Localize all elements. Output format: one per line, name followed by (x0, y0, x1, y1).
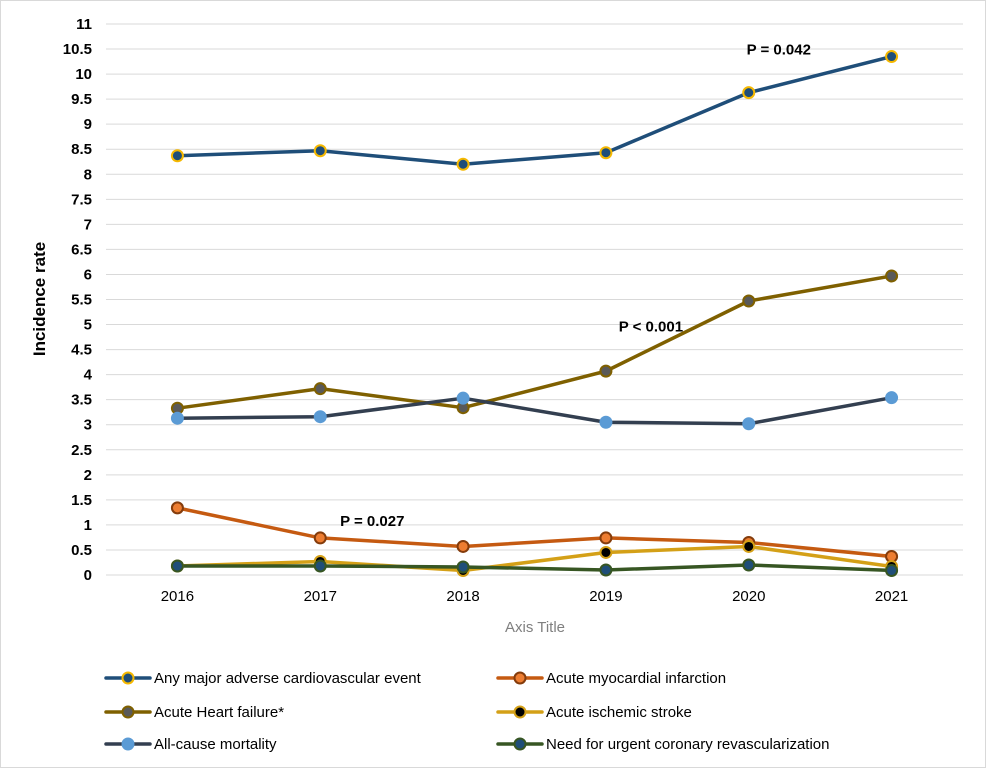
data-point (742, 294, 756, 308)
y-axis-ticks: 0 0.5 1 1.5 2 2.5 3 3.5 4 4.5 5 5.5 6 6.5 7 7.5 8 8.5 9 9.5… (63, 16, 93, 584)
y-tick-label: 9 (84, 116, 92, 133)
data-point (885, 269, 899, 283)
data-point (313, 382, 327, 396)
y-tick-label: 8.5 (71, 141, 92, 158)
series-line-acute-heart-failure (175, 274, 894, 410)
legend-label: Acute Heart failure* (154, 704, 284, 721)
y-tick-label: 2 (84, 467, 92, 484)
x-tick-label: 2019 (589, 588, 622, 605)
series-line-any-major-adverse-cardiovascular-event (175, 54, 894, 167)
y-tick-label: 3.5 (71, 392, 92, 409)
y-tick-label: 11 (76, 16, 92, 33)
y-tick-label: 6.5 (71, 241, 92, 258)
y-tick-label: 5.5 (71, 292, 92, 309)
data-point (313, 144, 327, 158)
data-point (170, 149, 184, 163)
data-point (599, 563, 613, 577)
data-point (885, 391, 899, 405)
x-tick-label: 2016 (161, 588, 194, 605)
y-tick-label: 7.5 (71, 191, 92, 208)
legend: Any major adverse cardiovascular event Ac… (104, 670, 829, 753)
data-point (742, 558, 756, 572)
y-tick-label: 10 (75, 66, 92, 83)
legend-label: Any major adverse cardiovascular event (154, 670, 422, 687)
y-tick-label: 0 (84, 567, 92, 584)
y-axis-title: Incidence rate (30, 242, 49, 356)
x-axis-title: Axis Title (505, 619, 565, 636)
x-tick-label: 2018 (446, 588, 479, 605)
data-point (599, 531, 613, 545)
series-line-acute-myocardial-infarction (175, 506, 894, 559)
p-value-annotation: P = 0.042 (747, 42, 811, 59)
series-line-all-cause-mortality (175, 395, 894, 426)
data-point (456, 560, 470, 574)
data-point (170, 559, 184, 573)
data-point (599, 364, 613, 378)
data-point (456, 391, 470, 405)
p-value-annotation: P = 0.027 (340, 513, 404, 530)
x-tick-label: 2021 (875, 588, 908, 605)
data-point (170, 411, 184, 425)
legend-swatch-marker (513, 737, 527, 751)
y-tick-label: 10.5 (63, 41, 92, 58)
p-value-annotation: P < 0.001 (619, 319, 683, 336)
y-tick-label: 8 (84, 166, 92, 183)
x-axis-ticks: 2016 2017 2018 2019 2020 2021 (161, 588, 909, 605)
series-line-need-for-urgent-coronary-revascularization (175, 563, 894, 573)
legend-label: Acute ischemic stroke (546, 704, 692, 721)
y-tick-label: 5 (84, 317, 92, 334)
y-tick-label: 6 (84, 266, 92, 283)
legend-swatch-marker (513, 671, 527, 685)
data-point (599, 415, 613, 429)
y-tick-label: 4.5 (71, 342, 92, 359)
data-point (599, 146, 613, 160)
y-tick-label: 7 (84, 216, 92, 233)
gridlines (106, 23, 963, 576)
data-point (742, 539, 756, 553)
legend-swatch-marker (513, 705, 527, 719)
legend-swatch-marker (121, 671, 135, 685)
series-lines (175, 54, 894, 573)
data-point (885, 563, 899, 577)
series-markers (170, 50, 899, 577)
data-point (313, 531, 327, 545)
data-point (456, 157, 470, 171)
y-tick-label: 0.5 (71, 542, 92, 559)
y-tick-label: 9.5 (71, 91, 92, 108)
data-point (885, 50, 899, 64)
data-point (742, 417, 756, 431)
data-point (599, 545, 613, 559)
y-tick-label: 1 (84, 517, 92, 534)
data-point (456, 539, 470, 553)
legend-swatch-marker (121, 705, 135, 719)
x-tick-label: 2020 (732, 588, 765, 605)
y-tick-label: 4 (84, 367, 93, 384)
series-line-acute-ischemic-stroke (175, 544, 894, 573)
legend-label: Need for urgent coronary revascularizati… (546, 736, 829, 753)
data-point (742, 86, 756, 100)
data-point (170, 501, 184, 515)
x-tick-label: 2017 (304, 588, 337, 605)
y-tick-label: 1.5 (71, 492, 92, 509)
annotations: P = 0.042 P < 0.001 P = 0.027 (340, 42, 811, 530)
legend-label: Acute myocardial infarction (546, 670, 726, 687)
data-point (313, 559, 327, 573)
y-tick-label: 2.5 (71, 442, 92, 459)
legend-label: All-cause mortality (154, 736, 277, 753)
y-tick-label: 3 (84, 417, 92, 434)
legend-swatch-marker (121, 737, 135, 751)
data-point (313, 410, 327, 424)
